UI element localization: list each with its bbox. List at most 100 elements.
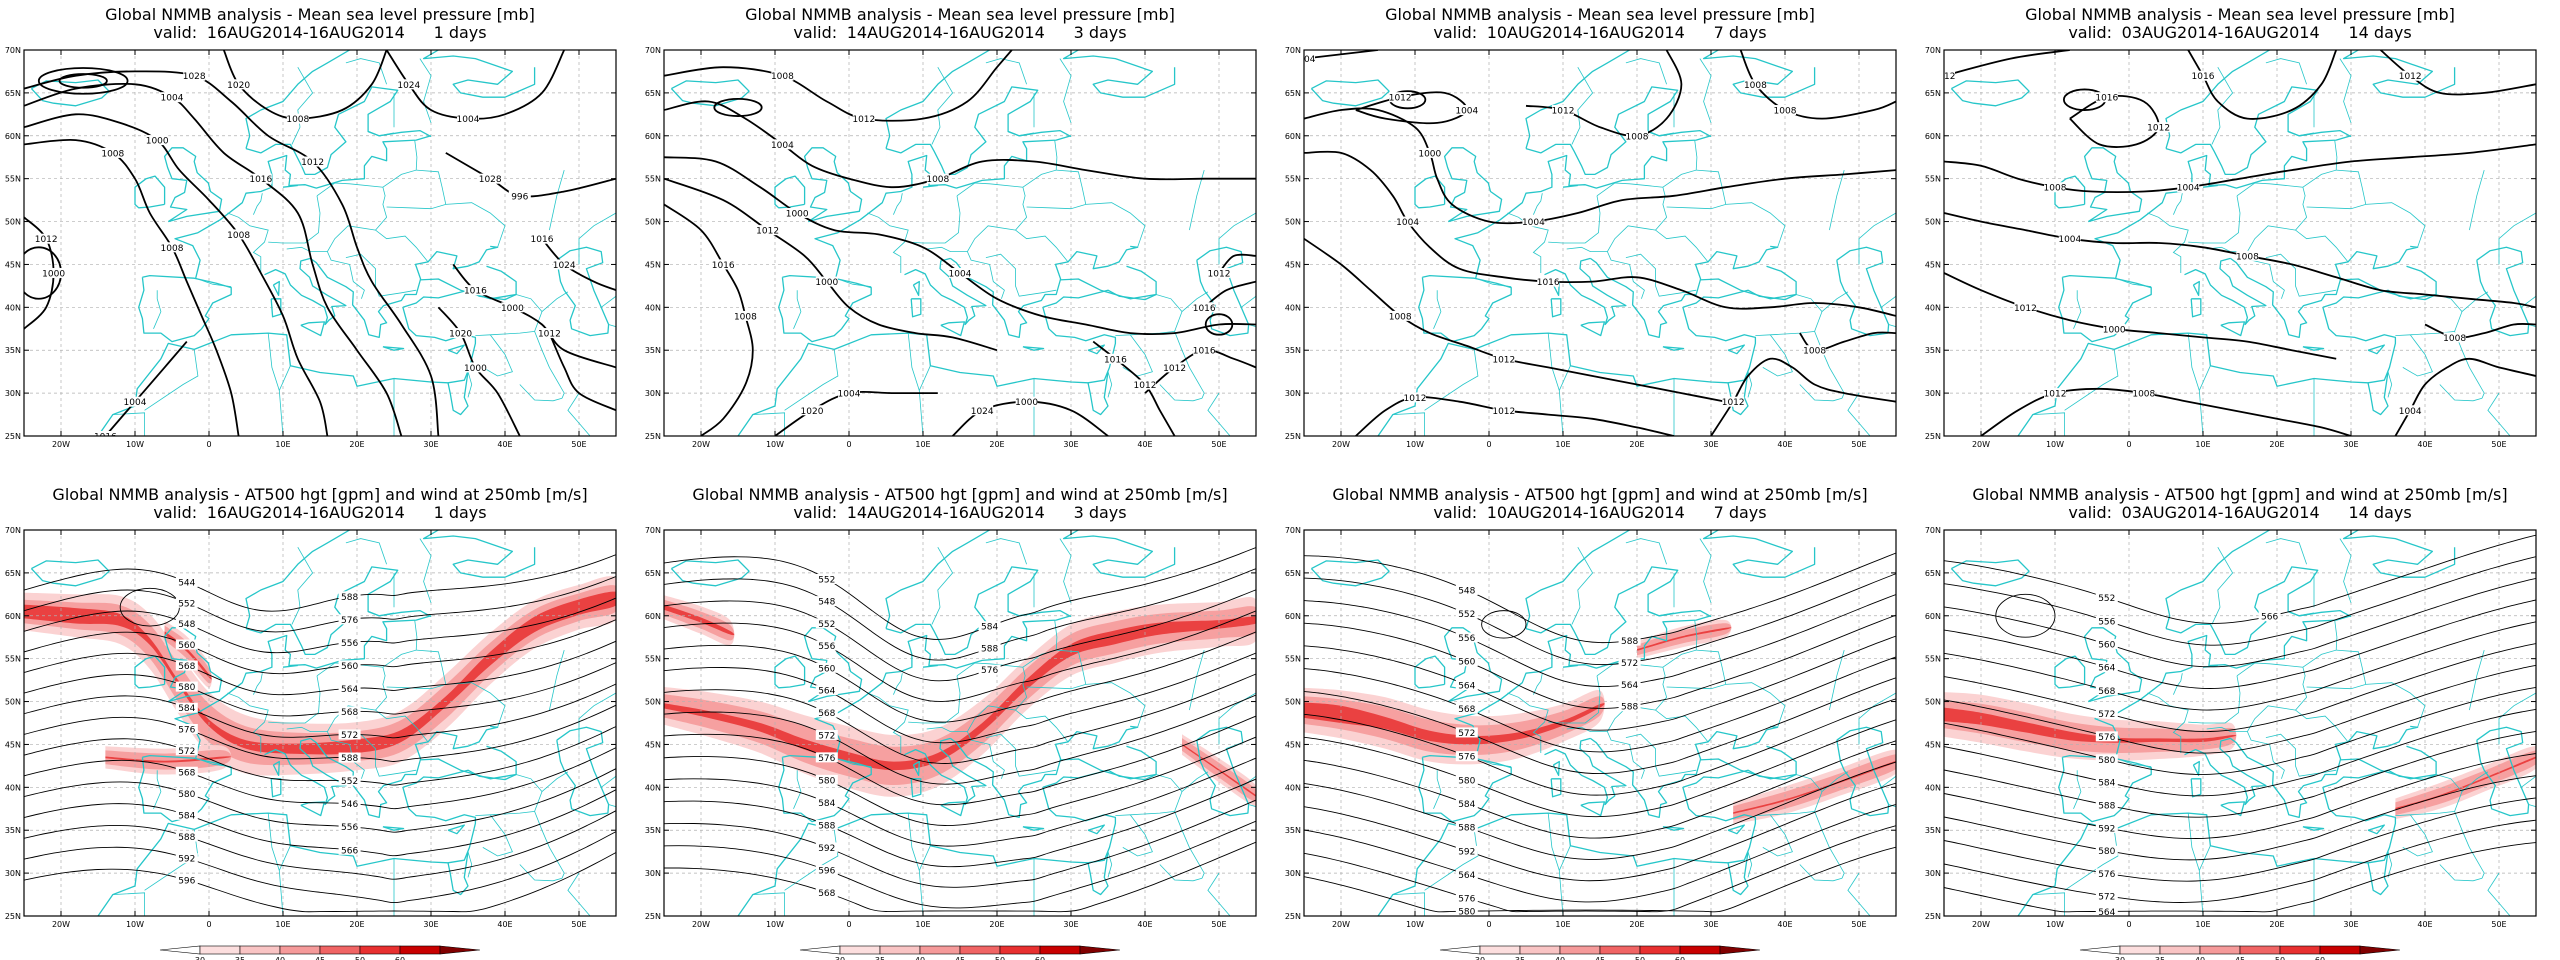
lat-tick-label: 35N	[1285, 826, 1301, 835]
map-panel-2: Global NMMB analysis - Mean sea level pr…	[640, 0, 1280, 480]
coastlines	[1950, 530, 2530, 916]
colorbar-tick-label: 40	[2195, 956, 2205, 960]
height-contour	[1304, 698, 1896, 796]
contour-label: 1004	[838, 390, 861, 400]
jet-shading	[1944, 692, 2536, 820]
valid-period: 16AUG2014-16AUG2014	[206, 23, 405, 42]
contour-label: 568	[341, 708, 358, 718]
colorbar-tick-label: 40	[275, 956, 285, 960]
lat-tick-label: 30N	[645, 869, 661, 878]
lat-tick-label: 35N	[645, 826, 661, 835]
contour-labels: 552 556 560 564 568 572 576 580 584 588 592 580 576 5…	[2095, 592, 2281, 916]
lon-tick-label: 50E	[1211, 920, 1226, 929]
valid-label: valid:	[153, 23, 198, 42]
lat-tick-label: 35N	[1285, 346, 1301, 355]
lat-tick-label: 55N	[645, 175, 661, 184]
graticule	[664, 50, 1256, 436]
colorbar-tick-label: 45	[315, 956, 325, 960]
jet-shading	[1304, 619, 1896, 825]
lon-tick-label: 10E	[2195, 440, 2210, 449]
contour-label: 552	[341, 777, 358, 787]
colorbar-tick-label: 50	[355, 956, 365, 960]
height-contour	[1944, 556, 2536, 646]
valid-period: 14AUG2014-16AUG2014	[846, 23, 1045, 42]
contour-label: 1004	[1293, 55, 1316, 65]
colorbar: 30 35 40 45 50 60	[1439, 945, 1761, 960]
lat-tick-label: 35N	[5, 826, 21, 835]
contour-label: 588	[178, 833, 195, 843]
plot-frame	[1943, 49, 2537, 437]
jet-band-mid	[664, 606, 1256, 786]
contour-label: 1000	[146, 137, 169, 147]
jet-band-mid	[2395, 750, 2536, 816]
plot-frame	[663, 49, 1257, 437]
lat-tick-label: 45N	[5, 740, 21, 749]
contour-label: 1016	[1193, 304, 1216, 314]
lon-tick-label: 10W	[1406, 920, 1424, 929]
contour-label: 564	[1621, 681, 1638, 691]
contours	[1944, 534, 2536, 913]
lat-tick-label: 50N	[1285, 218, 1301, 227]
contour-label: 572	[178, 747, 195, 757]
isobar	[2394, 357, 2536, 436]
isobar	[541, 238, 616, 292]
lat-tick-label: 50N	[1925, 698, 1941, 707]
contour-label: 584	[2098, 779, 2115, 789]
lat-tick-label: 60N	[5, 132, 21, 141]
contour-label: 580	[2098, 847, 2115, 857]
contour-label: 1004	[124, 398, 147, 408]
lon-tick-label: 10E	[1555, 440, 1570, 449]
isobar	[104, 341, 188, 436]
closed-isobar	[58, 73, 108, 89]
contour-labels: 1000 1004 1008 1012 1016 1012 1012 1008 1012 1008…	[1293, 53, 1826, 417]
lon-tick-label: 20W	[692, 920, 710, 929]
valid-period: 03AUG2014-16AUG2014	[2121, 503, 2320, 522]
contour-label: 588	[981, 644, 998, 654]
valid-label: valid:	[153, 503, 198, 522]
contour-labels: 1008 1004 1012 1012 1016 1012 1016 1012 1004 1008…	[1944, 70, 2466, 417]
colorbar-tick-label: 50	[995, 956, 1005, 960]
contour-label: 556	[818, 642, 835, 652]
lat-tick-label: 25N	[5, 432, 21, 441]
isobar	[24, 113, 329, 436]
lat-tick-label: 60N	[645, 132, 661, 141]
contour-label: 1008	[1744, 81, 1767, 91]
height-contour	[24, 640, 616, 696]
contour-label: 1004	[1522, 218, 1545, 228]
map-canvas: 1028 1004 1000 1008 1012 1016 1020 1024 1028 1016…	[5, 46, 617, 449]
lon-tick-label: 50E	[1851, 920, 1866, 929]
colorbar-tick-label: 30	[835, 956, 845, 960]
lon-tick-label: 10W	[126, 920, 144, 929]
lat-tick-label: 30N	[5, 389, 21, 398]
contour-label: 1012	[852, 115, 875, 125]
lat-tick-label: 35N	[1925, 826, 1941, 835]
contour-label: 1024	[397, 81, 420, 91]
lat-tick-label: 25N	[645, 432, 661, 441]
colorbar: 30 35 40 45 50 60	[159, 945, 481, 960]
graticule	[1944, 50, 2536, 436]
contour-label: 1012	[756, 227, 779, 237]
contour-label: 592	[1458, 847, 1475, 857]
height-contour	[664, 778, 1256, 868]
valid-days: 3 days	[1073, 503, 1127, 522]
lat-tick-label: 50N	[5, 698, 21, 707]
contour-label: 1016	[464, 287, 487, 297]
lon-tick-label: 0	[2126, 920, 2131, 929]
map-panel-4: Global NMMB analysis - Mean sea level pr…	[1920, 0, 2560, 480]
contour-label: 560	[2098, 641, 2115, 651]
valid-label: valid:	[2068, 503, 2113, 522]
closed-isobar	[37, 67, 129, 95]
lon-tick-label: 20W	[1972, 920, 1990, 929]
contour-label: 1016	[94, 433, 117, 443]
lon-tick-label: 0	[846, 440, 851, 449]
colorbar: 30 35 40 45 50 60	[2079, 945, 2401, 960]
lon-tick-label: 10E	[1555, 920, 1570, 929]
lon-tick-label: 20E	[989, 920, 1004, 929]
height-contour	[1304, 825, 1896, 913]
contour-label: 588	[1458, 824, 1475, 834]
contour-label: 592	[178, 855, 195, 865]
height-contour	[664, 715, 1256, 806]
colorbar-tick-label: 60	[395, 956, 405, 960]
contour-label: 588	[1621, 637, 1638, 647]
